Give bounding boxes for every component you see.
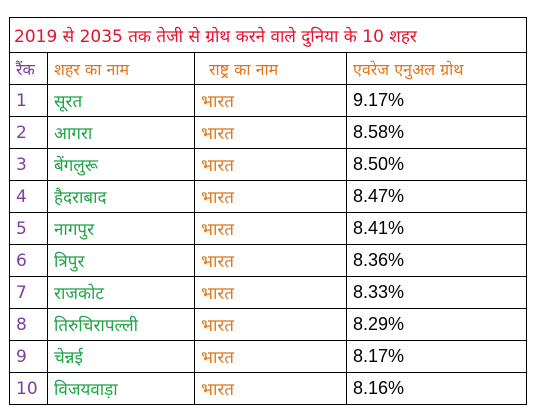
rank-cell: 10 [9,372,48,405]
rank-cell: 3 [9,148,48,181]
rank-cell: 1 [9,84,48,117]
city-cell: नागपुर [47,212,195,245]
city-cell: हैदराबाद [47,180,195,213]
country-cell: भारत [194,276,347,309]
table-row: 9 चेन्नई भारत 8.17% [9,340,528,373]
rank-cell: 9 [9,340,48,373]
country-cell: भारत [194,180,347,213]
city-cell: तिरुचिरापल्ली [47,308,195,341]
city-cell: सूरत [47,84,195,117]
growth-cell: 8.58% [345,116,528,149]
growth-cell: 8.41% [345,212,528,245]
city-cell: चेन्नई [47,340,195,373]
header-country: राष्ट्र का नाम [194,52,347,85]
header-city: शहर का नाम [47,52,195,85]
growth-cell: 8.50% [345,148,528,181]
growth-cell: 8.17% [345,340,528,373]
rank-cell: 6 [9,244,48,277]
header-growth: एवरेज एनुअल ग्रोथ [345,52,528,85]
country-cell: भारत [194,148,347,181]
city-cell: विजयवाड़ा [47,372,195,405]
table-body: 1 सूरत भारत 9.17% 2 आगरा भारत 8.58% 3 बे… [9,84,528,405]
city-cell: बेंगलुरू [47,148,195,181]
country-cell: भारत [194,244,347,277]
table-row: 3 बेंगलुरू भारत 8.50% [9,148,528,181]
growth-cell: 8.33% [345,276,528,309]
header-rank: रैंक [9,52,48,85]
table-row: 4 हैदराबाद भारत 8.47% [9,180,528,213]
city-cell: त्रिपुर [47,244,195,277]
growth-cell: 9.17% [345,84,528,117]
table-row: 5 नागपुर भारत 8.41% [9,212,528,245]
rank-cell: 4 [9,180,48,213]
rank-cell: 8 [9,308,48,341]
table-row: 10 विजयवाड़ा भारत 8.16% [9,372,528,405]
growth-cell: 8.36% [345,244,528,277]
table-row: 6 त्रिपुर भारत 8.36% [9,244,528,277]
cities-growth-table: 2019 से 2035 तक तेजी से ग्रोथ करने वाले … [8,17,528,405]
country-cell: भारत [194,308,347,341]
city-cell: राजकोट [47,276,195,309]
table-title: 2019 से 2035 तक तेजी से ग्रोथ करने वाले … [8,17,528,53]
table-row: 7 राजकोट भारत 8.33% [9,276,528,309]
rank-cell: 5 [9,212,48,245]
rank-cell: 2 [9,116,48,149]
table-row: 1 सूरत भारत 9.17% [9,84,528,117]
growth-cell: 8.16% [345,372,528,405]
table-row: 8 तिरुचिरापल्ली भारत 8.29% [9,308,528,341]
growth-cell: 8.47% [345,180,528,213]
country-cell: भारत [194,372,347,405]
title-row: 2019 से 2035 तक तेजी से ग्रोथ करने वाले … [8,17,528,53]
country-cell: भारत [194,212,347,245]
table-row: 2 आगरा भारत 8.58% [9,116,528,149]
rank-cell: 7 [9,276,48,309]
country-cell: भारत [194,340,347,373]
growth-cell: 8.29% [345,308,528,341]
country-cell: भारत [194,84,347,117]
header-row: रैंक शहर का नाम राष्ट्र का नाम एवरेज एनु… [9,52,528,85]
country-cell: भारत [194,116,347,149]
city-cell: आगरा [47,116,195,149]
